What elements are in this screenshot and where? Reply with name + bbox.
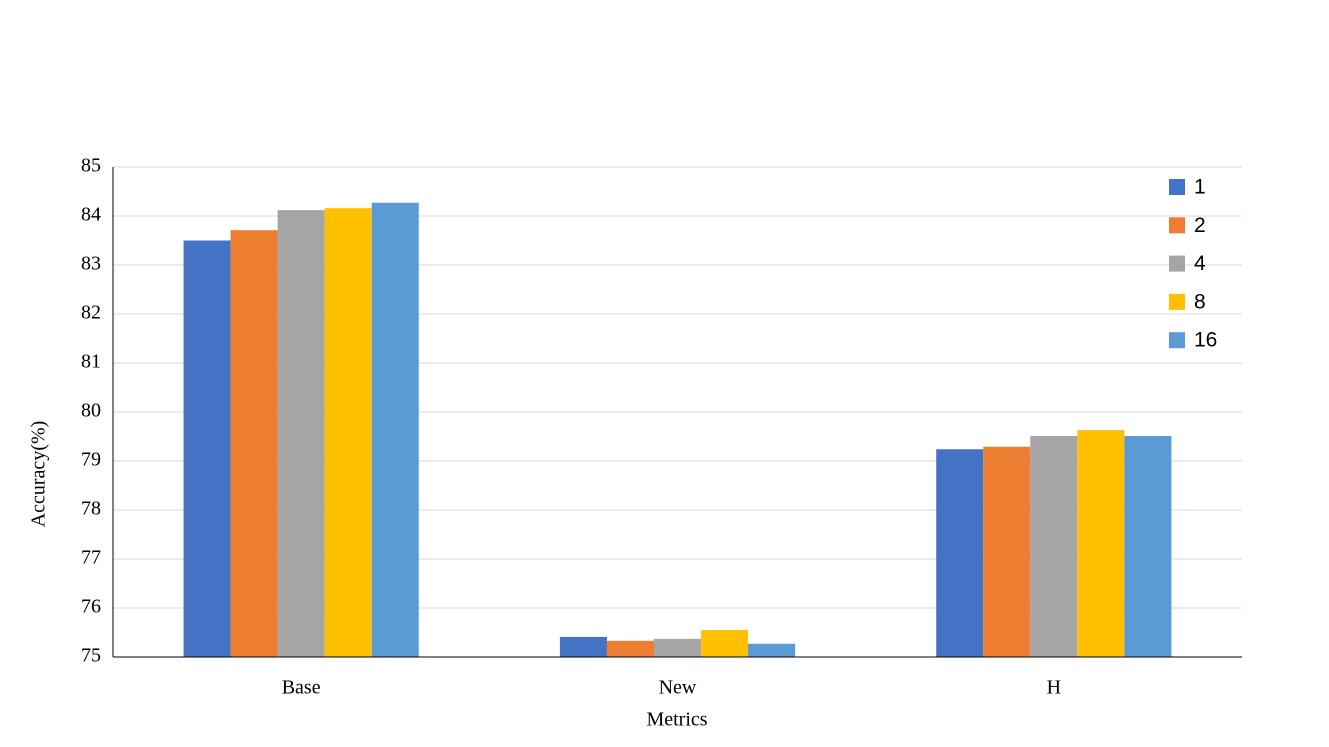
y-tick-label: 85 bbox=[81, 155, 101, 177]
bar bbox=[1077, 430, 1125, 657]
bar bbox=[748, 643, 796, 657]
legend-swatch bbox=[1169, 217, 1185, 234]
bar bbox=[277, 210, 325, 657]
bar bbox=[559, 636, 607, 657]
bar bbox=[1124, 436, 1172, 657]
y-tick-label: 83 bbox=[81, 253, 101, 275]
y-tick-label: 84 bbox=[81, 204, 101, 226]
bar bbox=[230, 230, 278, 657]
bar bbox=[1030, 436, 1078, 657]
y-tick-label: 78 bbox=[81, 498, 101, 520]
bar bbox=[701, 630, 749, 657]
y-tick-label: 76 bbox=[81, 596, 101, 618]
legend-label: 4 bbox=[1194, 252, 1206, 275]
bar bbox=[983, 446, 1031, 657]
bar bbox=[653, 638, 702, 657]
x-tick-label: H bbox=[1047, 677, 1061, 699]
x-tick-label: Base bbox=[282, 677, 321, 699]
legend-label: 8 bbox=[1194, 290, 1206, 313]
x-axis-title: Metrics bbox=[646, 709, 707, 731]
bar bbox=[606, 640, 654, 657]
legend-swatch bbox=[1169, 332, 1185, 349]
legend-swatch bbox=[1169, 179, 1185, 195]
x-tick-label: New bbox=[659, 677, 697, 699]
y-tick-label: 82 bbox=[81, 302, 101, 324]
bar bbox=[183, 240, 231, 657]
legend-label: 2 bbox=[1194, 214, 1206, 237]
bar bbox=[936, 449, 984, 657]
y-tick-label: 75 bbox=[81, 645, 101, 667]
bar bbox=[371, 202, 419, 657]
y-tick-label: 80 bbox=[81, 400, 101, 422]
y-tick-label: 79 bbox=[81, 449, 101, 471]
y-tick-label: 77 bbox=[81, 547, 101, 569]
legend-swatch bbox=[1169, 293, 1185, 310]
y-tick-label: 81 bbox=[81, 351, 101, 373]
legend-label: 16 bbox=[1194, 329, 1217, 352]
legend-label: 1 bbox=[1194, 176, 1206, 199]
y-axis-title: Accuracy(%) bbox=[28, 421, 50, 528]
bar bbox=[324, 208, 372, 657]
legend-swatch bbox=[1169, 255, 1185, 272]
